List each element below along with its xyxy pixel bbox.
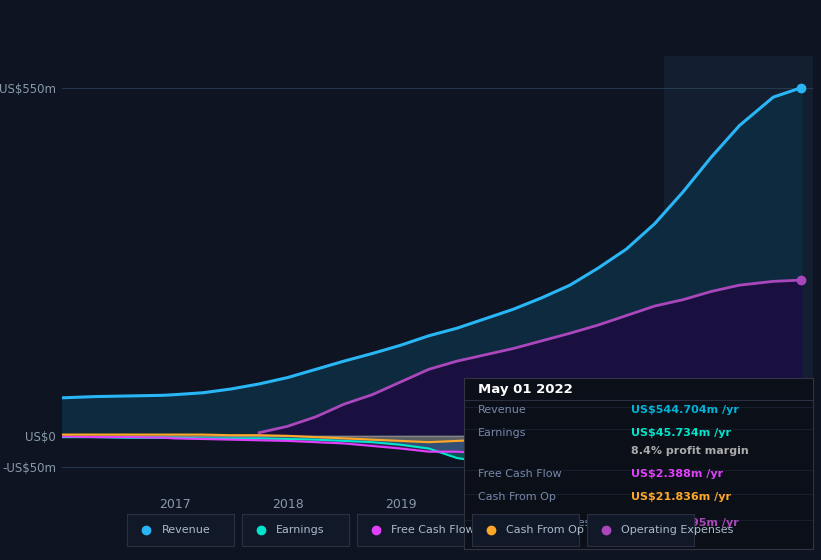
Text: Cash From Op: Cash From Op [478,492,556,502]
Bar [663,56,813,493]
Text: US$45.734m /yr: US$45.734m /yr [631,427,732,437]
Text: Free Cash Flow: Free Cash Flow [478,469,562,479]
Text: US$245.895m /yr: US$245.895m /yr [631,518,739,528]
Text: Earnings: Earnings [478,427,526,437]
Text: Revenue: Revenue [478,405,526,416]
Text: Operating Expenses: Operating Expenses [478,518,590,528]
Text: Earnings: Earnings [277,525,325,535]
Text: Revenue: Revenue [162,525,210,535]
Text: 8.4% profit margin: 8.4% profit margin [631,446,749,456]
Text: US$544.704m /yr: US$544.704m /yr [631,405,739,416]
Text: Free Cash Flow: Free Cash Flow [392,525,475,535]
Text: May 01 2022: May 01 2022 [478,383,572,396]
Text: Cash From Op: Cash From Op [507,525,584,535]
Text: Operating Expenses: Operating Expenses [621,525,733,535]
Text: US$2.388m /yr: US$2.388m /yr [631,469,723,479]
Text: US$21.836m /yr: US$21.836m /yr [631,492,732,502]
